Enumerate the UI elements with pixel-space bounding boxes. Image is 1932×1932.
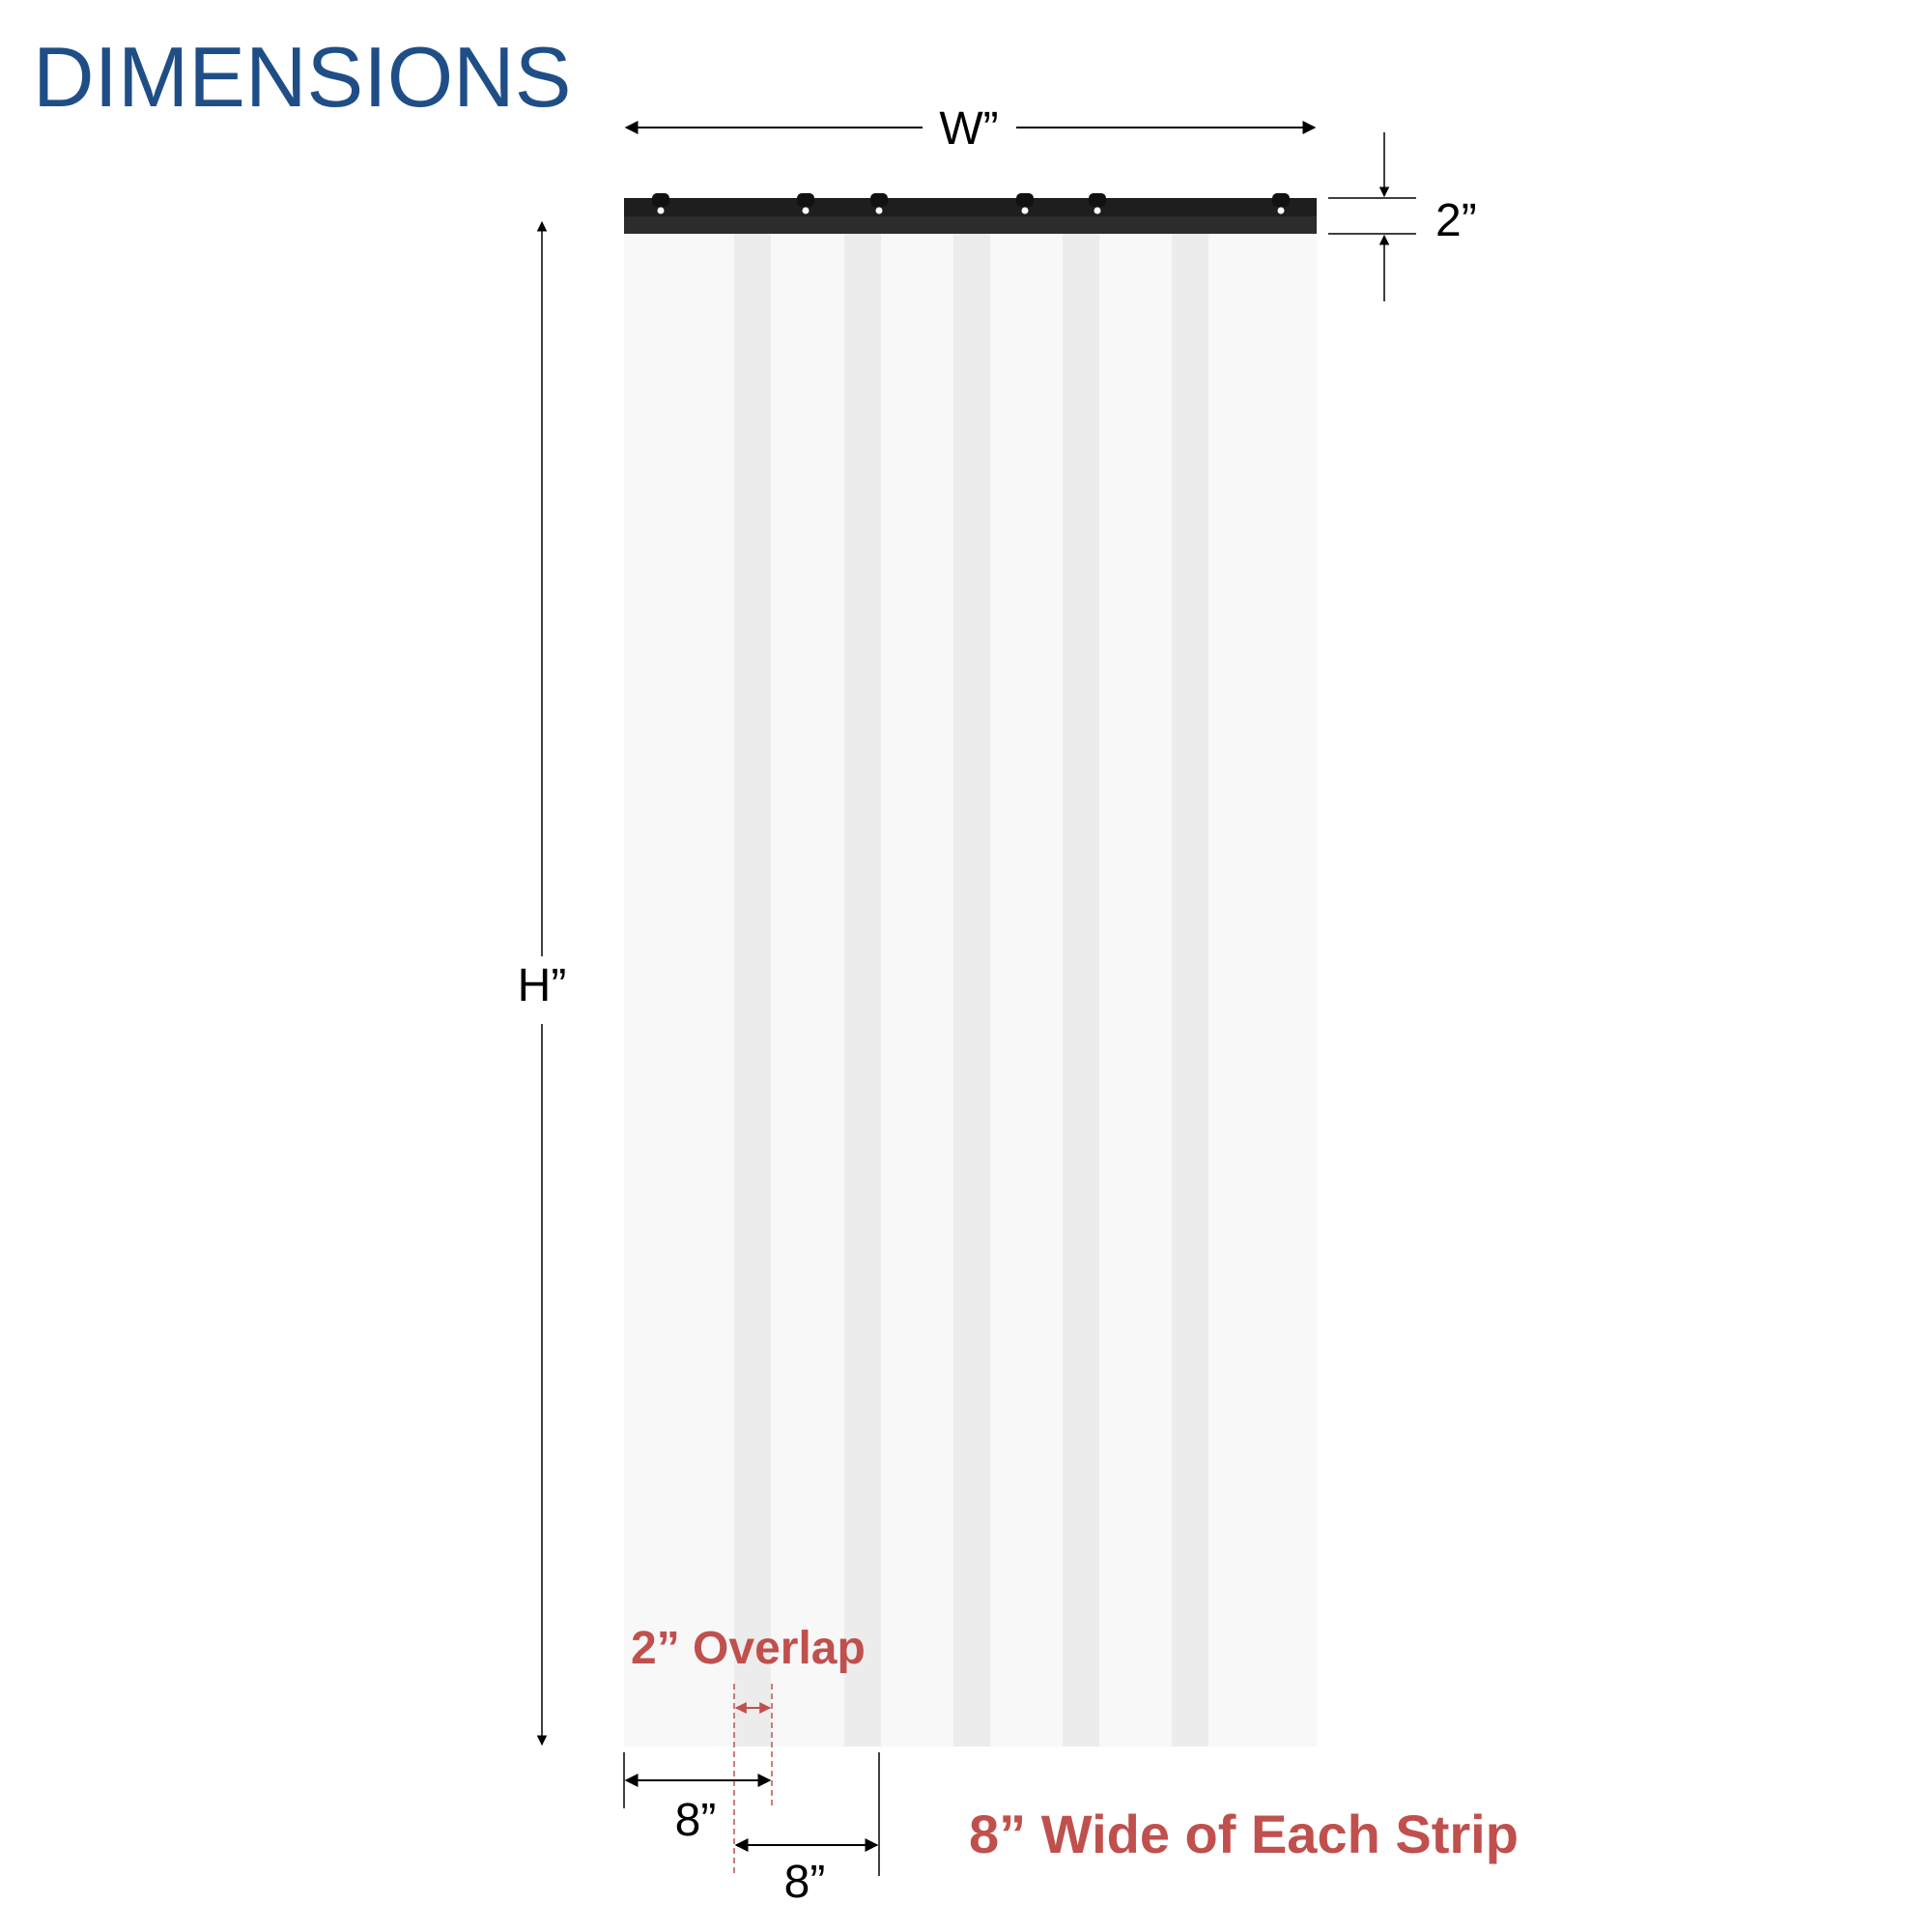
- hook-icon: [797, 193, 814, 214]
- overlap-band: [844, 234, 881, 1747]
- strip-width-note: 8” Wide of Each Strip: [969, 1804, 1519, 1864]
- mounting-hooks: [652, 193, 1290, 214]
- overlap-band: [953, 234, 990, 1747]
- width-label: W”: [939, 103, 998, 155]
- overlap-label: 2” Overlap: [631, 1623, 866, 1674]
- height-label: H”: [518, 960, 567, 1011]
- hook-icon: [1272, 193, 1290, 214]
- header-height-label: 2”: [1435, 195, 1477, 246]
- overlap-band: [1172, 234, 1208, 1747]
- hook-icon: [652, 193, 669, 214]
- overlap-band: [734, 234, 771, 1747]
- strip1-width-label: 8”: [675, 1795, 717, 1846]
- overlap-band: [1063, 234, 1099, 1747]
- hook-icon: [1089, 193, 1106, 214]
- page-title: DIMENSIONS: [33, 29, 571, 125]
- hook-icon: [1016, 193, 1034, 214]
- strip-overlaps: [734, 234, 1208, 1747]
- header-clamp: [624, 216, 1317, 234]
- hook-icon: [870, 193, 888, 214]
- strip2-width-label: 8”: [784, 1857, 826, 1908]
- strip-curtain: [624, 193, 1317, 1747]
